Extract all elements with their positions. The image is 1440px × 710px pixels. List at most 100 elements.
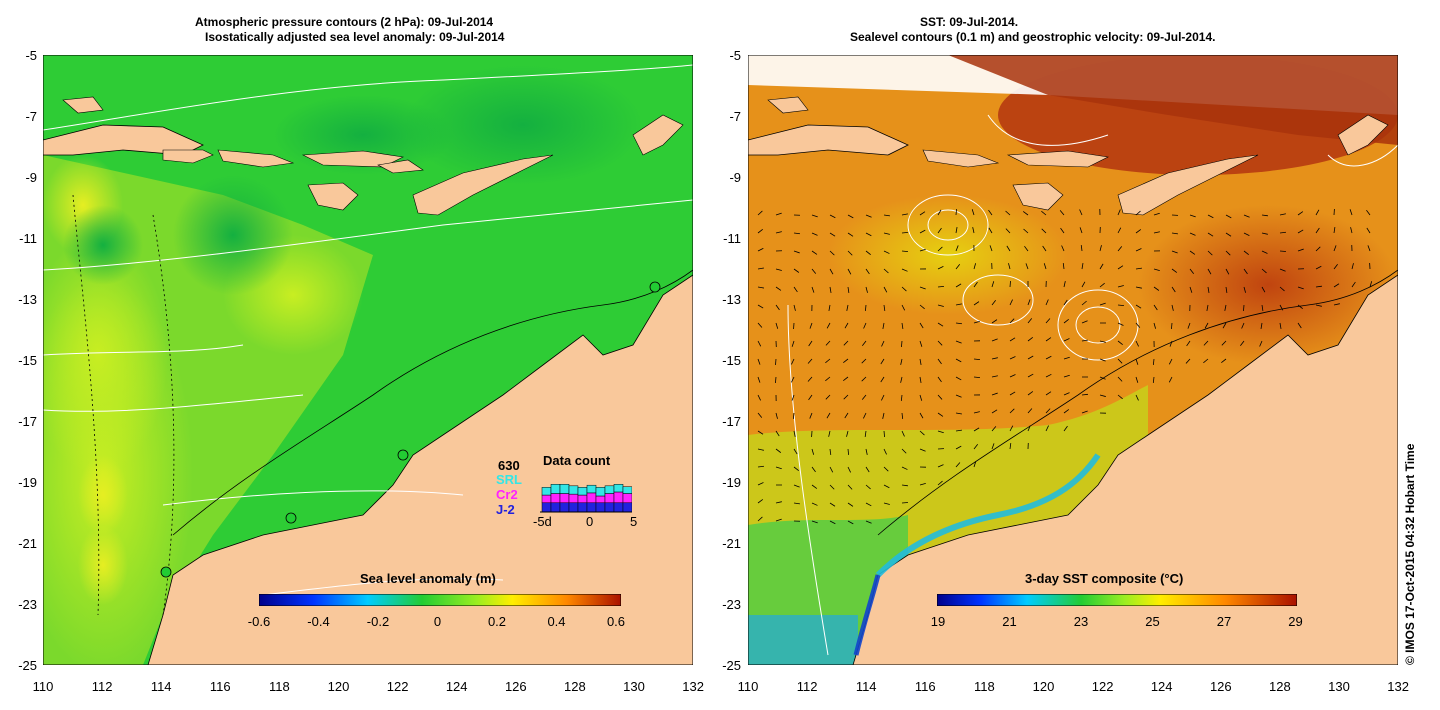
right-x-tick-2: 114 (855, 679, 877, 694)
data-count-axis-mid: 0 (586, 514, 594, 529)
right-x-tick-0: 110 (737, 679, 759, 694)
left-x-tick-1: 112 (91, 679, 113, 694)
legend-j2: J-2 (496, 502, 515, 517)
sla-colorbar (259, 594, 621, 606)
right-x-tick-11: 132 (1387, 679, 1409, 694)
left-title-line1: Atmospheric pressure contours (2 hPa): 0… (195, 15, 494, 29)
count-bar-srl (550, 484, 561, 494)
credit-text: © IMOS 17-Oct-2015 04:32 Hobart Time (1403, 443, 1417, 665)
count-bar-srl (586, 484, 597, 494)
left-y-tick-2: -9 (25, 170, 37, 185)
left-y-tick-5: -15 (18, 353, 37, 368)
right-y-tick-5: -15 (722, 353, 741, 368)
count-bar-j2 (613, 502, 624, 513)
sla-cb-tick-3: 0 (433, 614, 442, 629)
right-y-tick-8: -21 (722, 536, 741, 551)
left-x-tick-5: 120 (327, 679, 350, 694)
right-x-tick-4: 118 (974, 679, 995, 694)
left-x-tick-2: 114 (150, 679, 172, 694)
left-x-tick-9: 128 (564, 679, 586, 694)
sst-cb-tick-3: 25 (1145, 614, 1160, 629)
count-bar-j2 (604, 502, 615, 513)
count-bar-srl (568, 485, 579, 495)
right-x-tick-6: 122 (1091, 679, 1114, 694)
left-x-tick-4: 118 (269, 679, 290, 694)
count-bar-j2 (550, 502, 561, 513)
right-x-tick-5: 120 (1032, 679, 1055, 694)
left-y-tick-9: -23 (18, 597, 37, 612)
right-x-tick-3: 116 (914, 679, 936, 694)
sla-cb-tick-2: -0.2 (366, 614, 390, 629)
sst-cb-tick-0: 19 (930, 614, 946, 629)
left-y-tick-1: -7 (25, 109, 37, 124)
sla-cb-tick-1: -0.4 (307, 614, 330, 629)
left-x-tick-8: 126 (504, 679, 527, 694)
right-y-tick-10: -25 (722, 658, 741, 673)
sla-cb-tick-6: 0.6 (606, 614, 626, 629)
sla-cb-tick-4: 0.2 (487, 614, 507, 629)
left-x-tick-3: 116 (209, 679, 231, 694)
count-bar-srl (559, 484, 570, 494)
legend-cr2: Cr2 (496, 487, 518, 502)
left-x-tick-10: 130 (623, 679, 645, 694)
count-bar-j2 (586, 502, 597, 513)
count-bar-cr2 (550, 493, 561, 504)
right-y-tick-1: -7 (729, 109, 741, 124)
count-bar-cr2 (559, 493, 570, 504)
sst-map (748, 55, 1398, 665)
left-y-tick-8: -21 (18, 536, 37, 551)
count-bar-cr2 (622, 493, 632, 504)
left-x-tick-11: 132 (682, 679, 704, 694)
count-bar-cr2 (541, 494, 552, 504)
left-y-tick-4: -13 (18, 292, 37, 307)
sst-colorbar (937, 594, 1297, 606)
count-bar-cr2 (613, 491, 624, 504)
right-y-tick-4: -13 (722, 292, 741, 307)
count-bar-cr2 (577, 494, 588, 504)
count-bar-srl (595, 487, 606, 497)
count-bar-cr2 (604, 493, 615, 504)
data-count-axis-start: -5d (533, 514, 552, 529)
count-bar-cr2 (586, 492, 597, 504)
right-y-tick-0: -5 (729, 48, 741, 63)
count-bar-srl (622, 486, 632, 494)
sla-colorbar-title: Sea level anomaly (m) (360, 571, 496, 586)
right-y-tick-3: -11 (723, 231, 741, 246)
right-y-tick-6: -17 (722, 414, 741, 429)
sla-cb-tick-0: -0.6 (247, 614, 271, 629)
left-y-tick-3: -11 (19, 231, 37, 246)
count-bar-j2 (622, 502, 632, 513)
data-count-max: 630 (498, 458, 520, 473)
sst-cb-tick-4: 27 (1216, 614, 1232, 629)
left-y-tick-7: -19 (18, 475, 37, 490)
right-y-tick-9: -23 (722, 597, 741, 612)
count-bar-j2 (595, 502, 606, 513)
sst-cb-tick-1: 21 (1002, 614, 1017, 629)
data-count-axis-end: 5 (630, 514, 638, 529)
left-y-tick-10: -25 (18, 658, 37, 673)
right-x-tick-8: 126 (1209, 679, 1232, 694)
left-x-tick-6: 122 (386, 679, 409, 694)
right-x-tick-1: 112 (796, 679, 818, 694)
count-bar-srl (613, 484, 624, 493)
right-y-tick-2: -9 (729, 170, 741, 185)
count-bar-j2 (559, 502, 570, 513)
right-x-tick-9: 128 (1269, 679, 1291, 694)
right-x-tick-7: 124 (1150, 679, 1173, 694)
sla-map (43, 55, 693, 665)
sst-cb-tick-2: 23 (1073, 614, 1089, 629)
left-x-tick-7: 124 (445, 679, 468, 694)
sst-colorbar-title: 3-day SST composite (°C) (1025, 571, 1184, 586)
data-count-title: Data count (543, 453, 611, 468)
sla-cb-tick-5: 0.4 (547, 614, 566, 629)
count-bar-cr2 (595, 495, 606, 504)
sst-cb-tick-5: 29 (1288, 614, 1303, 629)
right-title-line1: SST: 09-Jul-2014. (920, 15, 1019, 29)
left-x-tick-0: 110 (32, 679, 54, 694)
right-x-tick-10: 130 (1328, 679, 1350, 694)
count-bar-srl (541, 487, 552, 496)
count-bar-cr2 (568, 493, 579, 504)
left-title-line2: Isostatically adjusted sea level anomaly… (205, 30, 505, 44)
left-y-tick-0: -5 (25, 48, 37, 63)
count-bar-srl (577, 487, 588, 496)
